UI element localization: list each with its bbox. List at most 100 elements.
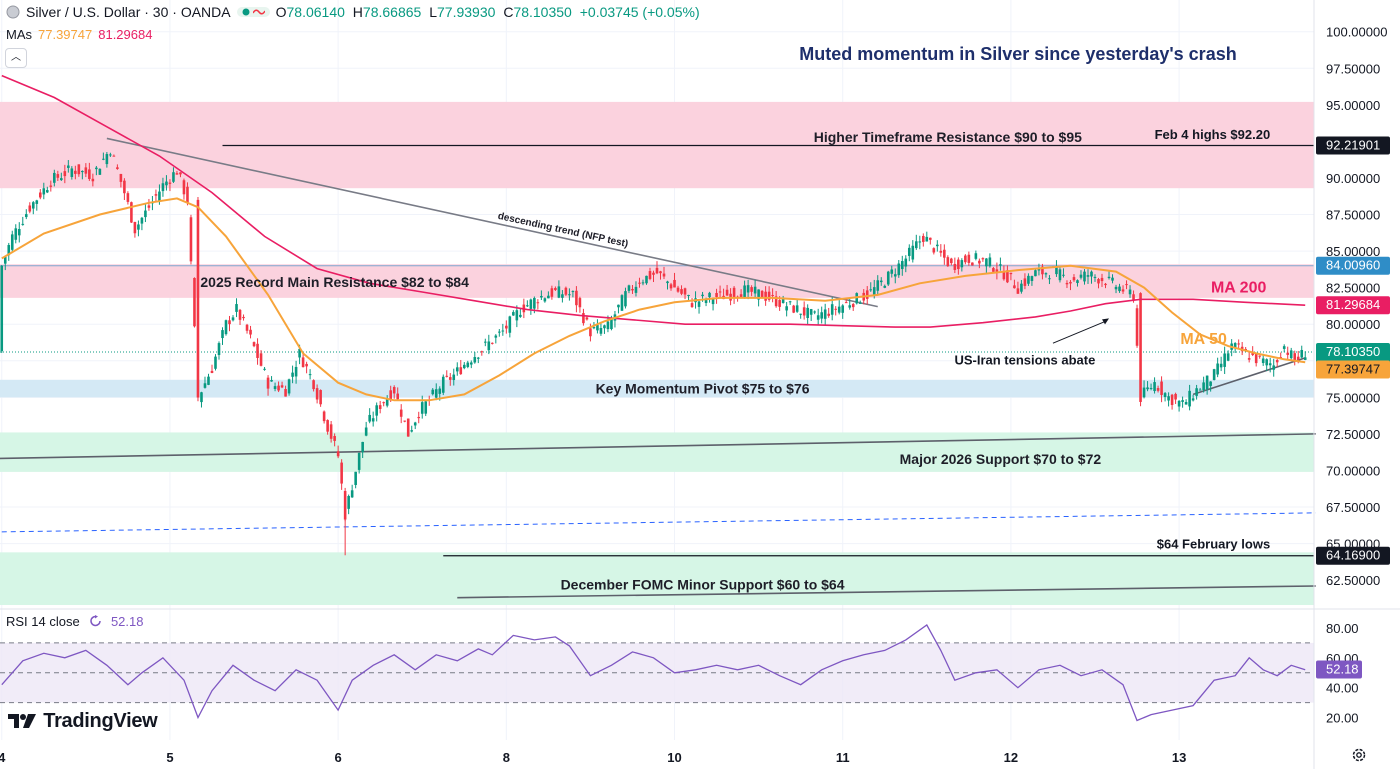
candle-body — [126, 193, 130, 202]
symbol-title[interactable]: Silver / U.S. Dollar · 30 · OANDA — [26, 4, 231, 20]
candle-body — [785, 306, 788, 311]
candle-body — [914, 241, 918, 249]
ma-legend[interactable]: MAs 77.39747 81.29684 — [6, 27, 152, 42]
candle-body — [368, 414, 371, 422]
candle-body — [17, 229, 21, 236]
candle-body — [837, 306, 841, 313]
rsi-legend[interactable]: RSI 14 close 52.18 — [6, 614, 144, 629]
candle-body — [70, 168, 74, 177]
time-axis-tick: 6 — [335, 750, 342, 765]
candle-body — [116, 167, 119, 170]
candle-body — [312, 380, 315, 390]
candle-body — [375, 405, 378, 416]
price-axis-tick: 70.00000 — [1326, 463, 1380, 478]
candle-body — [1072, 277, 1076, 281]
candle-body — [1069, 281, 1072, 284]
high-value: 78.66865 — [362, 4, 422, 20]
candle-body — [263, 368, 266, 370]
candle-body — [399, 409, 403, 417]
change-value: +0.03745 (+0.05%) — [579, 4, 700, 20]
candle-body — [38, 192, 42, 198]
candle-body — [1293, 353, 1297, 362]
time-axis-tick: 11 — [836, 750, 850, 765]
candle-body — [508, 316, 512, 333]
tradingview-logo[interactable]: TradingView — [8, 710, 158, 733]
market-status-badge[interactable] — [236, 7, 270, 17]
collapse-legend-button[interactable]: ︿ — [5, 48, 27, 68]
candle-body — [1079, 274, 1083, 278]
candle-body — [424, 401, 428, 414]
candle-body — [1181, 400, 1184, 402]
candle-body — [1300, 349, 1304, 358]
candle-body — [1205, 375, 1209, 390]
candle-body — [410, 430, 414, 432]
candle-body — [340, 462, 343, 484]
price-tag-text: 52.18 — [1326, 661, 1359, 676]
low-value: 77.93930 — [437, 4, 496, 20]
candle-body — [760, 290, 764, 299]
candle-body — [1030, 276, 1034, 281]
candle-body — [974, 253, 978, 259]
settings-gear-icon[interactable] — [1351, 747, 1367, 763]
note-arrow-line — [1052, 320, 1106, 344]
candle-body — [21, 223, 25, 225]
candle-body — [396, 393, 400, 400]
candle-body — [971, 262, 974, 266]
wave-icon — [252, 9, 265, 15]
candle-body — [561, 294, 564, 298]
candle-body — [24, 214, 28, 218]
refresh-icon[interactable] — [89, 615, 103, 627]
candle-body — [1076, 280, 1079, 283]
candle-body — [256, 343, 259, 358]
candle-body — [907, 247, 911, 256]
candle-body — [557, 286, 561, 298]
candle-body — [35, 200, 39, 204]
candle-body — [448, 377, 452, 380]
candle-body — [270, 380, 273, 382]
candle-body — [610, 319, 613, 330]
candle-body — [799, 313, 802, 315]
candle-body — [624, 291, 627, 307]
candle-body — [287, 379, 291, 394]
candle-body — [1191, 398, 1195, 401]
candle-body — [1093, 276, 1097, 278]
candle-body — [1289, 350, 1293, 359]
annotation-zone-label: Key Momentum Pivot $75 to $76 — [596, 381, 810, 397]
candle-body — [403, 420, 407, 422]
candle-body — [210, 370, 214, 373]
candle-body — [904, 258, 908, 267]
candle-body — [715, 292, 718, 297]
candle-body — [519, 314, 522, 317]
price-axis-tick: 80.00000 — [1326, 317, 1380, 332]
candle-body — [820, 312, 823, 319]
candle-body — [284, 389, 287, 397]
candle-body — [771, 295, 774, 297]
candle-body — [1023, 278, 1027, 286]
candle-body — [487, 341, 491, 351]
candle-body — [413, 422, 417, 426]
candle-body — [585, 317, 589, 320]
candle-body — [767, 291, 771, 300]
candle-body — [1055, 266, 1058, 275]
candle-body — [105, 154, 109, 165]
trendline — [0, 433, 1316, 460]
candle-body — [750, 287, 753, 292]
candle-body — [1254, 353, 1258, 364]
candle-body — [953, 263, 957, 270]
candle-body — [385, 398, 389, 406]
candle-body — [1146, 387, 1149, 390]
candle-body — [1163, 393, 1167, 398]
candle-body — [683, 288, 687, 295]
candle-body — [865, 290, 869, 299]
zone-band — [0, 552, 1314, 605]
candle-body — [1195, 388, 1198, 396]
candle-body — [1202, 382, 1205, 391]
candle-body — [732, 287, 736, 298]
candle-body — [466, 362, 470, 367]
candle-body — [112, 155, 116, 157]
candle-body — [350, 490, 354, 498]
time-axis-tick: 13 — [1172, 750, 1186, 765]
candle-body — [1174, 393, 1177, 400]
